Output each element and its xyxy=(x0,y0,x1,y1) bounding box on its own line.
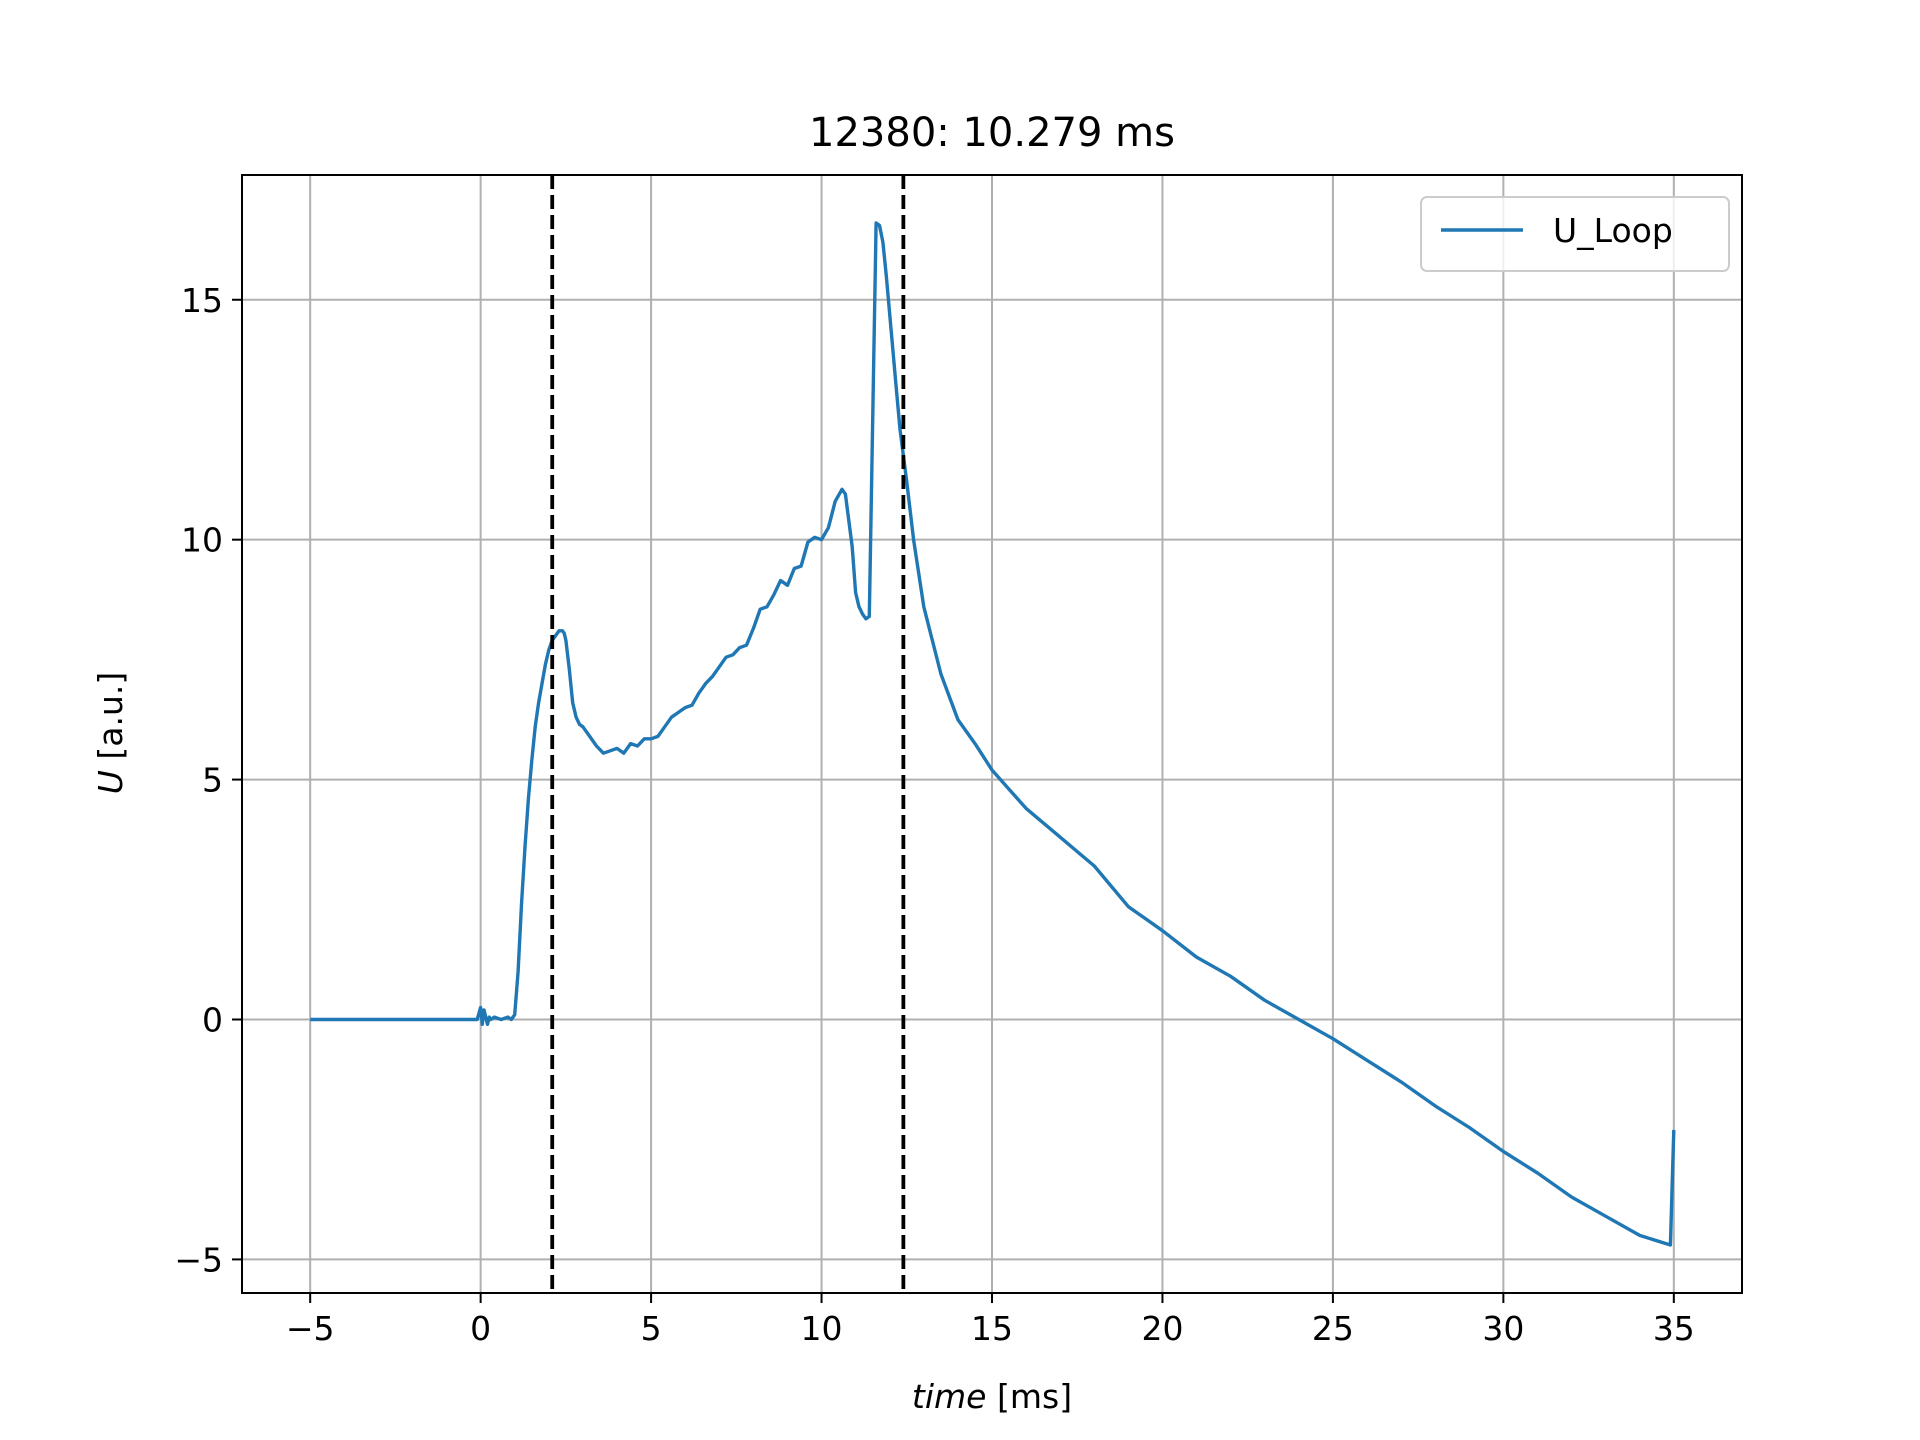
x-tick-label: 15 xyxy=(971,1309,1013,1348)
x-axis-label: time [ms] xyxy=(912,1377,1072,1416)
x-axis-label-italic: time xyxy=(912,1377,987,1416)
y-axis-label-italic: U xyxy=(91,770,130,794)
x-tick-label: 10 xyxy=(801,1309,843,1348)
y-tick-label: 5 xyxy=(202,761,223,800)
chart-title: 12380: 10.279 ms xyxy=(809,110,1175,156)
y-axis-label-unit: [a.u.] xyxy=(91,672,130,770)
y-tick-label: 0 xyxy=(202,1000,223,1039)
y-tick-label: 15 xyxy=(181,281,223,320)
y-axis-ticks: −5 0 5 10 15 xyxy=(174,281,242,1279)
legend-label-u-loop: U_Loop xyxy=(1553,211,1673,250)
x-axis-label-unit: [ms] xyxy=(986,1377,1072,1416)
x-tick-label: −5 xyxy=(286,1309,335,1348)
x-tick-label: 5 xyxy=(641,1309,662,1348)
x-tick-label: 30 xyxy=(1482,1309,1524,1348)
x-tick-label: 0 xyxy=(470,1309,491,1348)
y-tick-label: 10 xyxy=(181,521,223,560)
vertical-markers xyxy=(550,175,906,1293)
y-tick-label: −5 xyxy=(174,1240,223,1279)
legend-box xyxy=(1420,196,1730,272)
series-line-u-loop xyxy=(310,221,1676,1247)
x-tick-label: 25 xyxy=(1312,1309,1354,1348)
x-tick-label: 20 xyxy=(1141,1309,1183,1348)
y-axis-label: U [a.u.] xyxy=(91,672,130,795)
x-tick-label: 35 xyxy=(1653,1309,1695,1348)
legend: U_Loop xyxy=(1420,196,1730,272)
x-axis-ticks: −5 0 5 10 15 20 25 30 35 xyxy=(286,1293,1695,1348)
grid xyxy=(242,175,1742,1293)
